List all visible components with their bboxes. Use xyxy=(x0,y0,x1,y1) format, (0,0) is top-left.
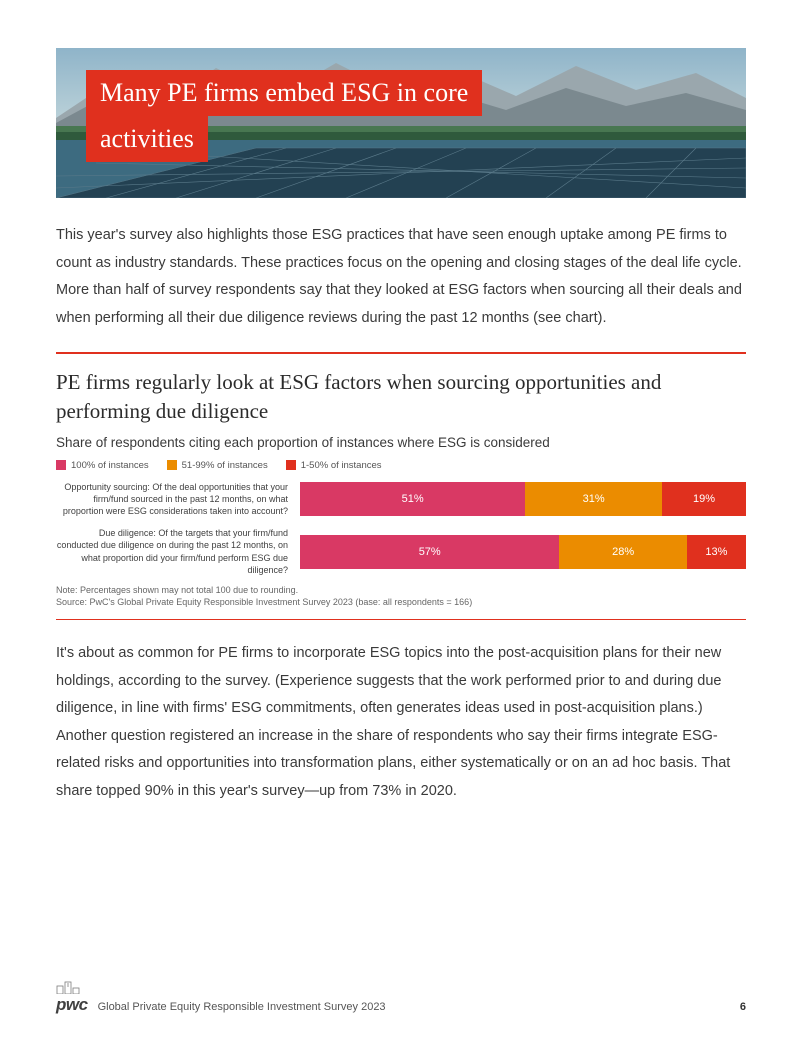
chart-notes: Note: Percentages shown may not total 10… xyxy=(56,584,746,609)
chart-legend: 100% of instances 51-99% of instances 1-… xyxy=(56,460,746,471)
chart-title: PE firms regularly look at ESG factors w… xyxy=(56,368,746,425)
footer-doc-title: Global Private Equity Responsible Invest… xyxy=(98,1001,386,1013)
chart-bars: Opportunity sourcing: Of the deal opport… xyxy=(56,481,746,576)
chart-note-line: Source: PwC's Global Private Equity Resp… xyxy=(56,596,746,609)
legend-label: 1-50% of instances xyxy=(301,460,382,471)
bar-segment: 13% xyxy=(687,535,746,569)
legend-swatch xyxy=(167,460,177,470)
pwc-logo: pwc xyxy=(56,980,88,1013)
chart-top-rule xyxy=(56,352,746,354)
legend-item: 1-50% of instances xyxy=(286,460,382,471)
chart-bottom-rule xyxy=(56,619,746,620)
bar-label: Due diligence: Of the targets that your … xyxy=(56,527,288,576)
bar-track: 57% 28% 13% xyxy=(300,535,746,569)
bar-segment: 28% xyxy=(559,535,686,569)
legend-item: 100% of instances xyxy=(56,460,149,471)
legend-swatch xyxy=(286,460,296,470)
body-paragraph: It's about as common for PE firms to inc… xyxy=(56,640,746,805)
bar-label: Opportunity sourcing: Of the deal opport… xyxy=(56,481,288,517)
hero-title-line1: Many PE firms embed ESG in core xyxy=(86,70,482,116)
legend-item: 51-99% of instances xyxy=(167,460,268,471)
bar-segment: 19% xyxy=(662,482,746,516)
hero-banner: Many PE firms embed ESG in core activiti… xyxy=(56,48,746,198)
legend-swatch xyxy=(56,460,66,470)
page-number: 6 xyxy=(740,1001,746,1013)
page-footer: pwc Global Private Equity Responsible In… xyxy=(56,980,746,1013)
bar-segment: 51% xyxy=(300,482,525,516)
legend-label: 100% of instances xyxy=(71,460,149,471)
chart-subtitle: Share of respondents citing each proport… xyxy=(56,435,746,450)
legend-label: 51-99% of instances xyxy=(182,460,268,471)
hero-title-line2: activities xyxy=(86,116,208,162)
bar-track: 51% 31% 19% xyxy=(300,482,746,516)
bar-row: Due diligence: Of the targets that your … xyxy=(56,527,746,576)
pwc-logo-text: pwc xyxy=(56,996,88,1013)
intro-paragraph: This year's survey also highlights those… xyxy=(56,222,746,332)
bar-row: Opportunity sourcing: Of the deal opport… xyxy=(56,481,746,517)
hero-title: Many PE firms embed ESG in core activiti… xyxy=(86,70,482,162)
chart-note-line: Note: Percentages shown may not total 10… xyxy=(56,584,746,597)
building-icon xyxy=(56,980,80,994)
bar-segment: 57% xyxy=(300,535,559,569)
bar-segment: 31% xyxy=(525,482,662,516)
chart-block: PE firms regularly look at ESG factors w… xyxy=(56,368,746,609)
